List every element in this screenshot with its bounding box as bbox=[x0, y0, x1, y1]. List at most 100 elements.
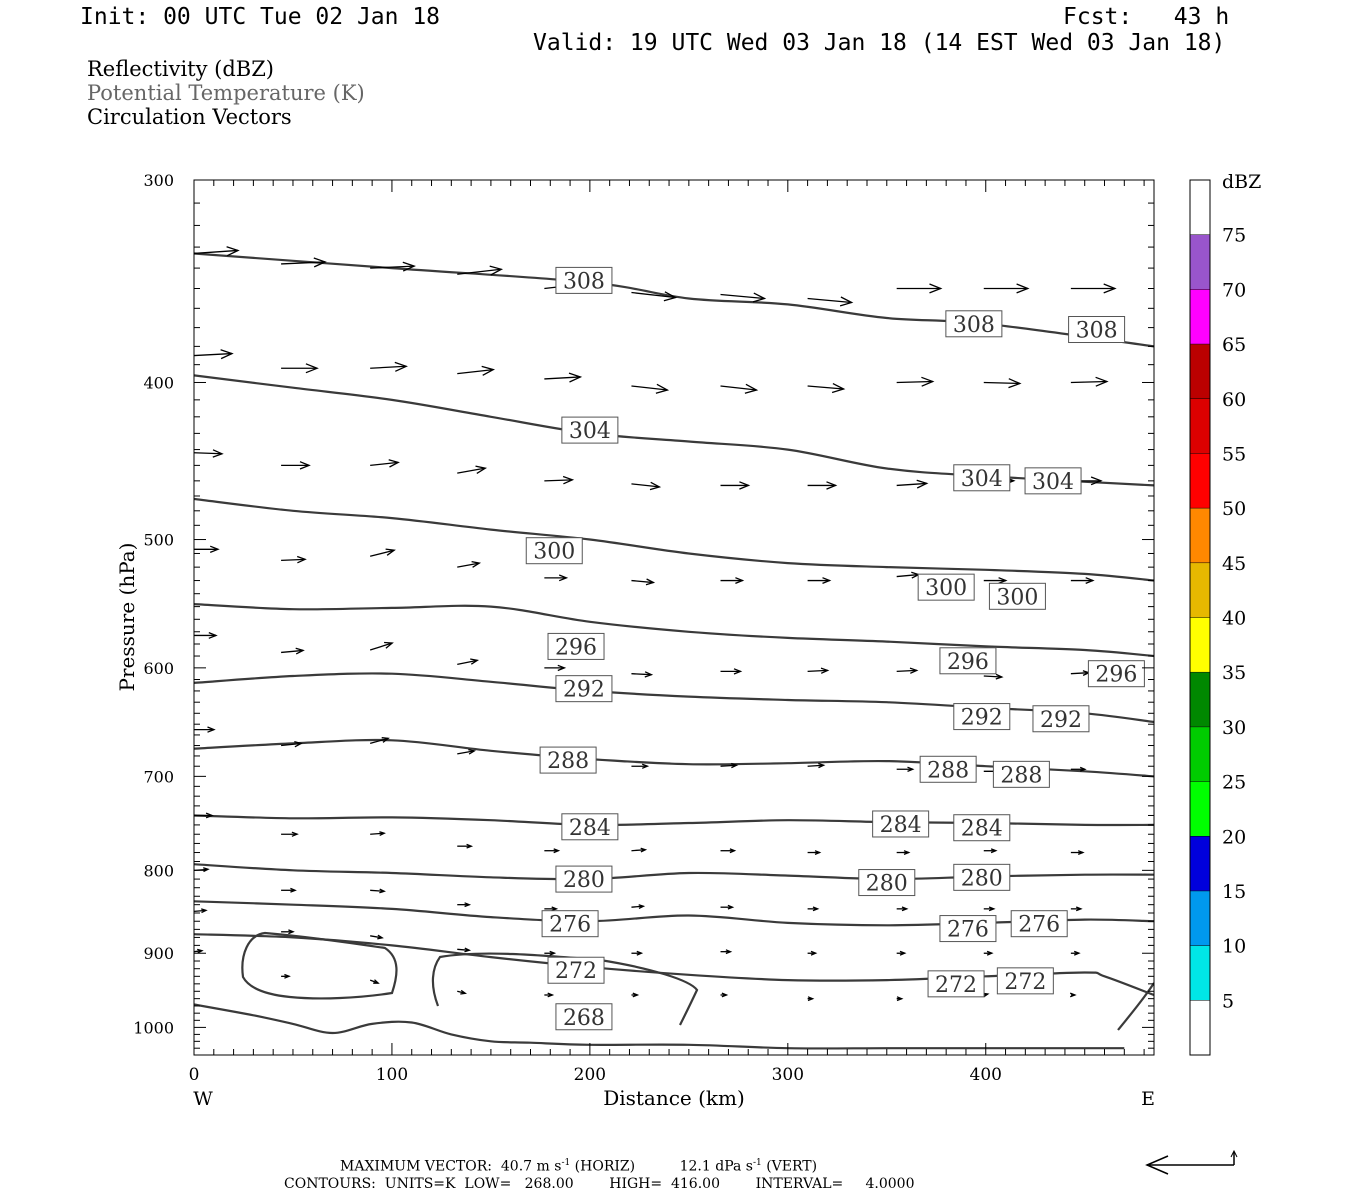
vector-head-85 bbox=[901, 906, 909, 912]
colorbar-label-50: 50 bbox=[1222, 498, 1246, 520]
contour-label-box-268-0 bbox=[555, 1003, 613, 1031]
contour-label-box-272-2 bbox=[996, 967, 1054, 995]
vector-head-71 bbox=[640, 847, 648, 853]
contour-label-box-280-1 bbox=[858, 869, 916, 897]
colorbar-swatch-12 bbox=[1190, 344, 1210, 399]
vector-head-34 bbox=[296, 555, 307, 564]
contour-label-box-292-0 bbox=[555, 675, 613, 703]
vector-22 bbox=[194, 452, 223, 455]
vector-head-102 bbox=[460, 989, 468, 995]
vector-head-3 bbox=[489, 265, 504, 276]
vector-head-37 bbox=[558, 574, 569, 582]
contour-label-box-296-1 bbox=[939, 647, 997, 675]
contour-label-box-300-0 bbox=[525, 537, 583, 565]
y-tick-label-900: 900 bbox=[143, 944, 174, 963]
vector-head-93 bbox=[636, 950, 644, 956]
vector-head-7 bbox=[839, 296, 854, 307]
vector-head-83 bbox=[727, 904, 735, 910]
contour-label-280-2: 280 bbox=[961, 866, 1003, 891]
vector-head-74 bbox=[903, 850, 911, 856]
contour-272 bbox=[194, 933, 1154, 997]
contour-label-box-284-1 bbox=[872, 810, 930, 838]
vector-head-62 bbox=[818, 762, 826, 769]
field-potential-temperature: Potential Temperature (K) bbox=[87, 81, 365, 105]
contour-label-308-2: 308 bbox=[1076, 319, 1118, 344]
vector-head-33 bbox=[209, 545, 220, 554]
vector-19 bbox=[896, 380, 933, 384]
contour-268-east-edge bbox=[1117, 982, 1154, 1031]
vector-head-12 bbox=[305, 363, 319, 374]
vector-head-1 bbox=[313, 257, 327, 268]
contour-label-box-272-1 bbox=[927, 970, 985, 998]
vector-24 bbox=[370, 461, 399, 467]
y-tick-label-600: 600 bbox=[143, 659, 174, 678]
vector-head-23 bbox=[299, 461, 311, 470]
vector-head-38 bbox=[645, 578, 656, 586]
vector-head-67 bbox=[291, 831, 299, 837]
x-tick-label-100: 100 bbox=[376, 1065, 408, 1085]
contour-label-box-272-0 bbox=[547, 956, 605, 984]
contour-label-box-288-0 bbox=[539, 746, 597, 774]
colorbar-label-35: 35 bbox=[1222, 662, 1246, 684]
vector-82 bbox=[631, 905, 644, 908]
vector-head-86 bbox=[988, 906, 996, 912]
colorbar-swatch-14 bbox=[1190, 234, 1210, 290]
plot-frame bbox=[193, 179, 1155, 1056]
colorbar: 5 10 15 20 25 30 35 40 45 50 55 60 65 70 75 dBZ bbox=[1189, 171, 1261, 1056]
colorbar-swatch-2 bbox=[1190, 890, 1210, 946]
vector-11 bbox=[194, 352, 233, 357]
vector-head-53 bbox=[995, 673, 1004, 680]
vector-head-104 bbox=[632, 992, 640, 998]
vector-head-103 bbox=[547, 992, 555, 998]
vector-6 bbox=[720, 293, 765, 300]
vector-head-100 bbox=[284, 973, 291, 979]
colorbar-label-30: 30 bbox=[1222, 717, 1246, 739]
vector-68 bbox=[370, 832, 385, 835]
init-time: Init: 00 UTC Tue 02 Jan 18 bbox=[80, 4, 441, 30]
vector-head-84 bbox=[812, 906, 820, 912]
contour-label-box-300-1 bbox=[917, 573, 975, 601]
vector-26 bbox=[544, 479, 573, 482]
contour-label-box-284-2 bbox=[953, 814, 1011, 842]
circulation-vectors bbox=[194, 246, 1117, 1002]
y-tick-label-700: 700 bbox=[143, 767, 174, 786]
vector-head-97 bbox=[986, 950, 994, 956]
x-tick-label-200: 200 bbox=[574, 1065, 606, 1085]
contour-label-box-292-2 bbox=[1032, 705, 1090, 733]
contour-label-box-280-0 bbox=[555, 865, 613, 893]
vector-41 bbox=[896, 573, 919, 578]
vector-head-10 bbox=[1103, 283, 1117, 294]
vector-head-8 bbox=[929, 283, 943, 294]
vector-head-27 bbox=[649, 481, 662, 491]
vector-head-60 bbox=[641, 763, 650, 769]
vector-61 bbox=[720, 764, 737, 767]
vector-head-26 bbox=[562, 475, 575, 485]
vector-head-50 bbox=[733, 668, 743, 675]
vector-head-80 bbox=[464, 902, 472, 908]
colorbar-swatch-13 bbox=[1190, 289, 1210, 345]
contour-label-box-308-2 bbox=[1068, 316, 1126, 344]
vector-79 bbox=[370, 889, 385, 892]
vector-head-99 bbox=[197, 948, 204, 954]
contour-label-296-1: 296 bbox=[947, 650, 989, 675]
colorbar-label-55: 55 bbox=[1222, 443, 1246, 465]
contour-label-268-0: 268 bbox=[563, 1006, 605, 1031]
vector-head-92 bbox=[549, 950, 557, 956]
vector-head-11 bbox=[220, 349, 234, 360]
contour-label-272-2: 272 bbox=[1004, 970, 1046, 995]
contour-label-292-2: 292 bbox=[1040, 708, 1082, 733]
y-axis-title: Pressure (hPa) bbox=[115, 543, 139, 692]
vector-head-46 bbox=[384, 641, 394, 649]
vector-head-45 bbox=[295, 647, 305, 655]
vector-91 bbox=[457, 948, 470, 951]
vector-27 bbox=[631, 483, 660, 488]
vector-head-69 bbox=[466, 843, 474, 849]
x-west-label: W bbox=[193, 1088, 213, 1110]
contour-300 bbox=[194, 497, 1154, 582]
colorbar-label-15: 15 bbox=[1222, 881, 1246, 903]
contour-label-box-288-1 bbox=[919, 755, 977, 783]
vector-head-47 bbox=[470, 658, 480, 665]
colorbar-label-20: 20 bbox=[1222, 826, 1246, 848]
contour-label-box-308-1 bbox=[945, 310, 1003, 338]
contour-label-304-2: 304 bbox=[1032, 470, 1074, 495]
